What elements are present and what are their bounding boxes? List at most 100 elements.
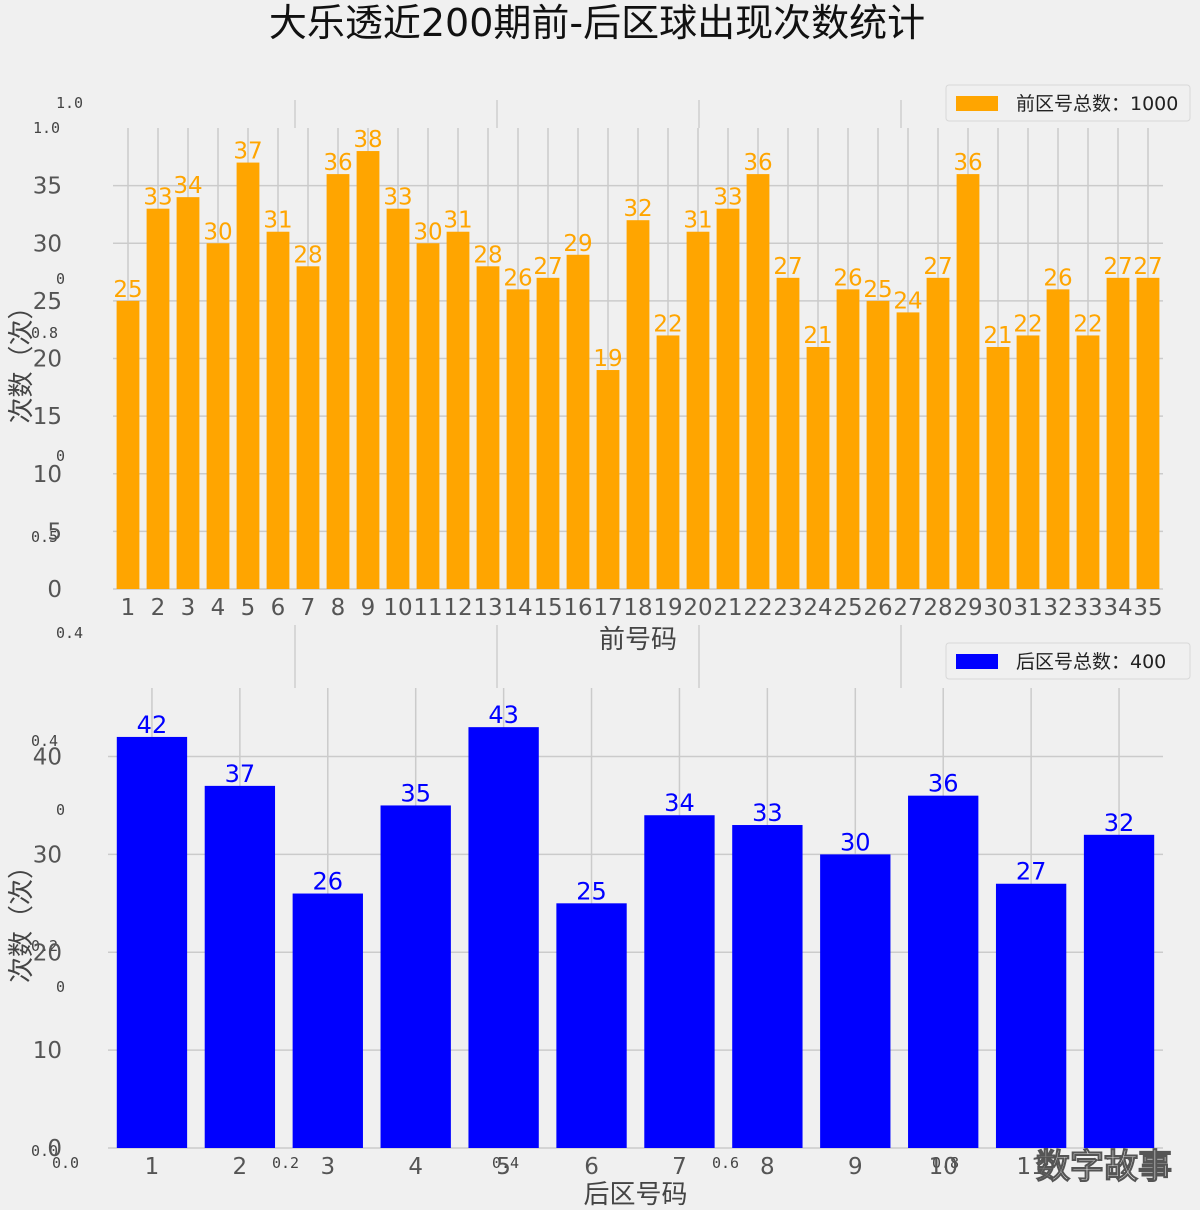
legend-box — [945, 642, 1191, 680]
y-tick-label: 0 — [47, 1136, 62, 1162]
x-tick-label: 7 — [672, 1154, 687, 1180]
x-tick-label: 9 — [361, 595, 376, 621]
ghost-tick: 1.0 — [56, 94, 83, 112]
y-tick-label: 35 — [33, 174, 62, 200]
bar — [416, 243, 440, 589]
data-label: 32 — [623, 196, 652, 222]
y-tick-label: 10 — [33, 1038, 62, 1064]
x-tick-label: 16 — [563, 595, 592, 621]
x-tick-label: 4 — [408, 1154, 423, 1180]
bar — [986, 346, 1010, 589]
chart-2: 0 10 20 30 40 42 1 37 2 26 3 35 4 43 5 25 6 34 7 33 8 30 9 36 10… — [7, 642, 1191, 1210]
bar — [1136, 277, 1160, 589]
ghost-tick: 0.2 — [272, 1154, 299, 1172]
bar — [1046, 289, 1070, 589]
bar — [380, 805, 451, 1148]
data-label: 26 — [503, 265, 532, 291]
bar — [506, 289, 530, 589]
chart-1: 0510152025303525133234330437531628736838… — [7, 84, 1191, 655]
legend: 后区号总数：400 — [945, 642, 1191, 680]
data-label: 28 — [473, 242, 502, 268]
data-label: 26 — [313, 868, 344, 896]
x-tick-label: 22 — [743, 595, 772, 621]
bar — [296, 266, 320, 589]
bar — [956, 174, 980, 589]
watermark: 数字故事 — [1036, 1147, 1172, 1187]
bar — [908, 795, 979, 1148]
ghost-tick: 0 — [56, 447, 65, 465]
x-tick-label: 1 — [145, 1154, 160, 1180]
bar — [626, 220, 650, 589]
data-label: 36 — [743, 150, 772, 176]
bar — [556, 903, 627, 1148]
x-tick-label: 8 — [760, 1154, 775, 1180]
bar — [386, 208, 410, 590]
charts: 0510152025303525133234330437531628736838… — [7, 84, 1191, 1210]
ghost-tick: 1.0 — [33, 119, 60, 137]
x-tick-label: 4 — [211, 595, 226, 621]
overlay-ticks: 1.0 1.0 0 0.8 0 0.5 0.4 0.4 0 0.2 0 0.0 … — [31, 94, 959, 1172]
legend-label: 后区号总数：400 — [1016, 651, 1166, 673]
x-tick-label: 23 — [773, 595, 802, 621]
data-label: 22 — [653, 311, 682, 337]
data-label: 36 — [928, 770, 959, 798]
data-label: 43 — [488, 701, 519, 729]
x-tick-label: 3 — [181, 595, 196, 621]
ghost-tick: 0.2 — [31, 937, 58, 955]
bar — [596, 370, 620, 589]
x-tick-label: 28 — [923, 595, 952, 621]
data-label: 33 — [752, 799, 783, 827]
legend: 前区号总数：1000 — [945, 84, 1191, 122]
y-tick-label: 30 — [33, 231, 62, 257]
bar — [716, 208, 740, 590]
bar — [995, 883, 1067, 1148]
bar — [866, 300, 890, 589]
bar — [476, 266, 500, 589]
data-label: 19 — [593, 346, 622, 372]
ghost-tick: 0.4 — [56, 624, 83, 642]
overlay-grid — [294, 100, 902, 688]
data-label: 38 — [353, 127, 382, 153]
x-tick-label: 15 — [533, 595, 562, 621]
bar — [1106, 277, 1130, 589]
x-tick-label: 35 — [1133, 595, 1162, 621]
y-tick-label: 5 — [47, 519, 62, 545]
data-label: 27 — [1103, 254, 1132, 280]
bar — [536, 277, 560, 589]
bar — [776, 277, 800, 589]
data-label: 27 — [773, 254, 802, 280]
y-tick-label: 40 — [33, 745, 62, 771]
bar — [236, 162, 260, 589]
x-tick-label: 34 — [1103, 595, 1132, 621]
data-label: 34 — [173, 173, 202, 199]
data-label: 36 — [323, 150, 352, 176]
x-tick-label: 17 — [593, 595, 622, 621]
ghost-tick: 0 — [56, 801, 65, 819]
x-tick-label: 9 — [848, 1154, 863, 1180]
data-label: 33 — [713, 185, 742, 211]
data-label: 37 — [225, 760, 256, 788]
x-tick-label: 11 — [413, 595, 442, 621]
x-axis-label: 前号码 — [599, 625, 677, 655]
bar — [468, 727, 539, 1148]
bar — [732, 825, 803, 1148]
data-label: 27 — [1133, 254, 1162, 280]
data-label: 30 — [203, 219, 232, 245]
chart-title: 大乐透近200期前-后区球出现次数统计 — [269, 1, 925, 45]
x-tick-label: 10 — [383, 595, 412, 621]
bar — [836, 289, 860, 589]
ghost-tick: 0 — [56, 270, 65, 288]
legend-label: 前区号总数：1000 — [1016, 93, 1178, 115]
x-tick-label: 19 — [653, 595, 682, 621]
bar — [686, 231, 710, 589]
x-tick-label: 14 — [503, 595, 532, 621]
data-label: 27 — [923, 254, 952, 280]
x-tick-label: 24 — [803, 595, 832, 621]
x-tick-label: 32 — [1043, 595, 1072, 621]
legend-box — [945, 84, 1191, 122]
ghost-tick: 0.8 — [31, 324, 58, 342]
bar — [1083, 834, 1155, 1148]
bar — [656, 335, 680, 589]
bar — [446, 231, 470, 589]
y-axis-label: 次数（次） — [7, 293, 37, 423]
